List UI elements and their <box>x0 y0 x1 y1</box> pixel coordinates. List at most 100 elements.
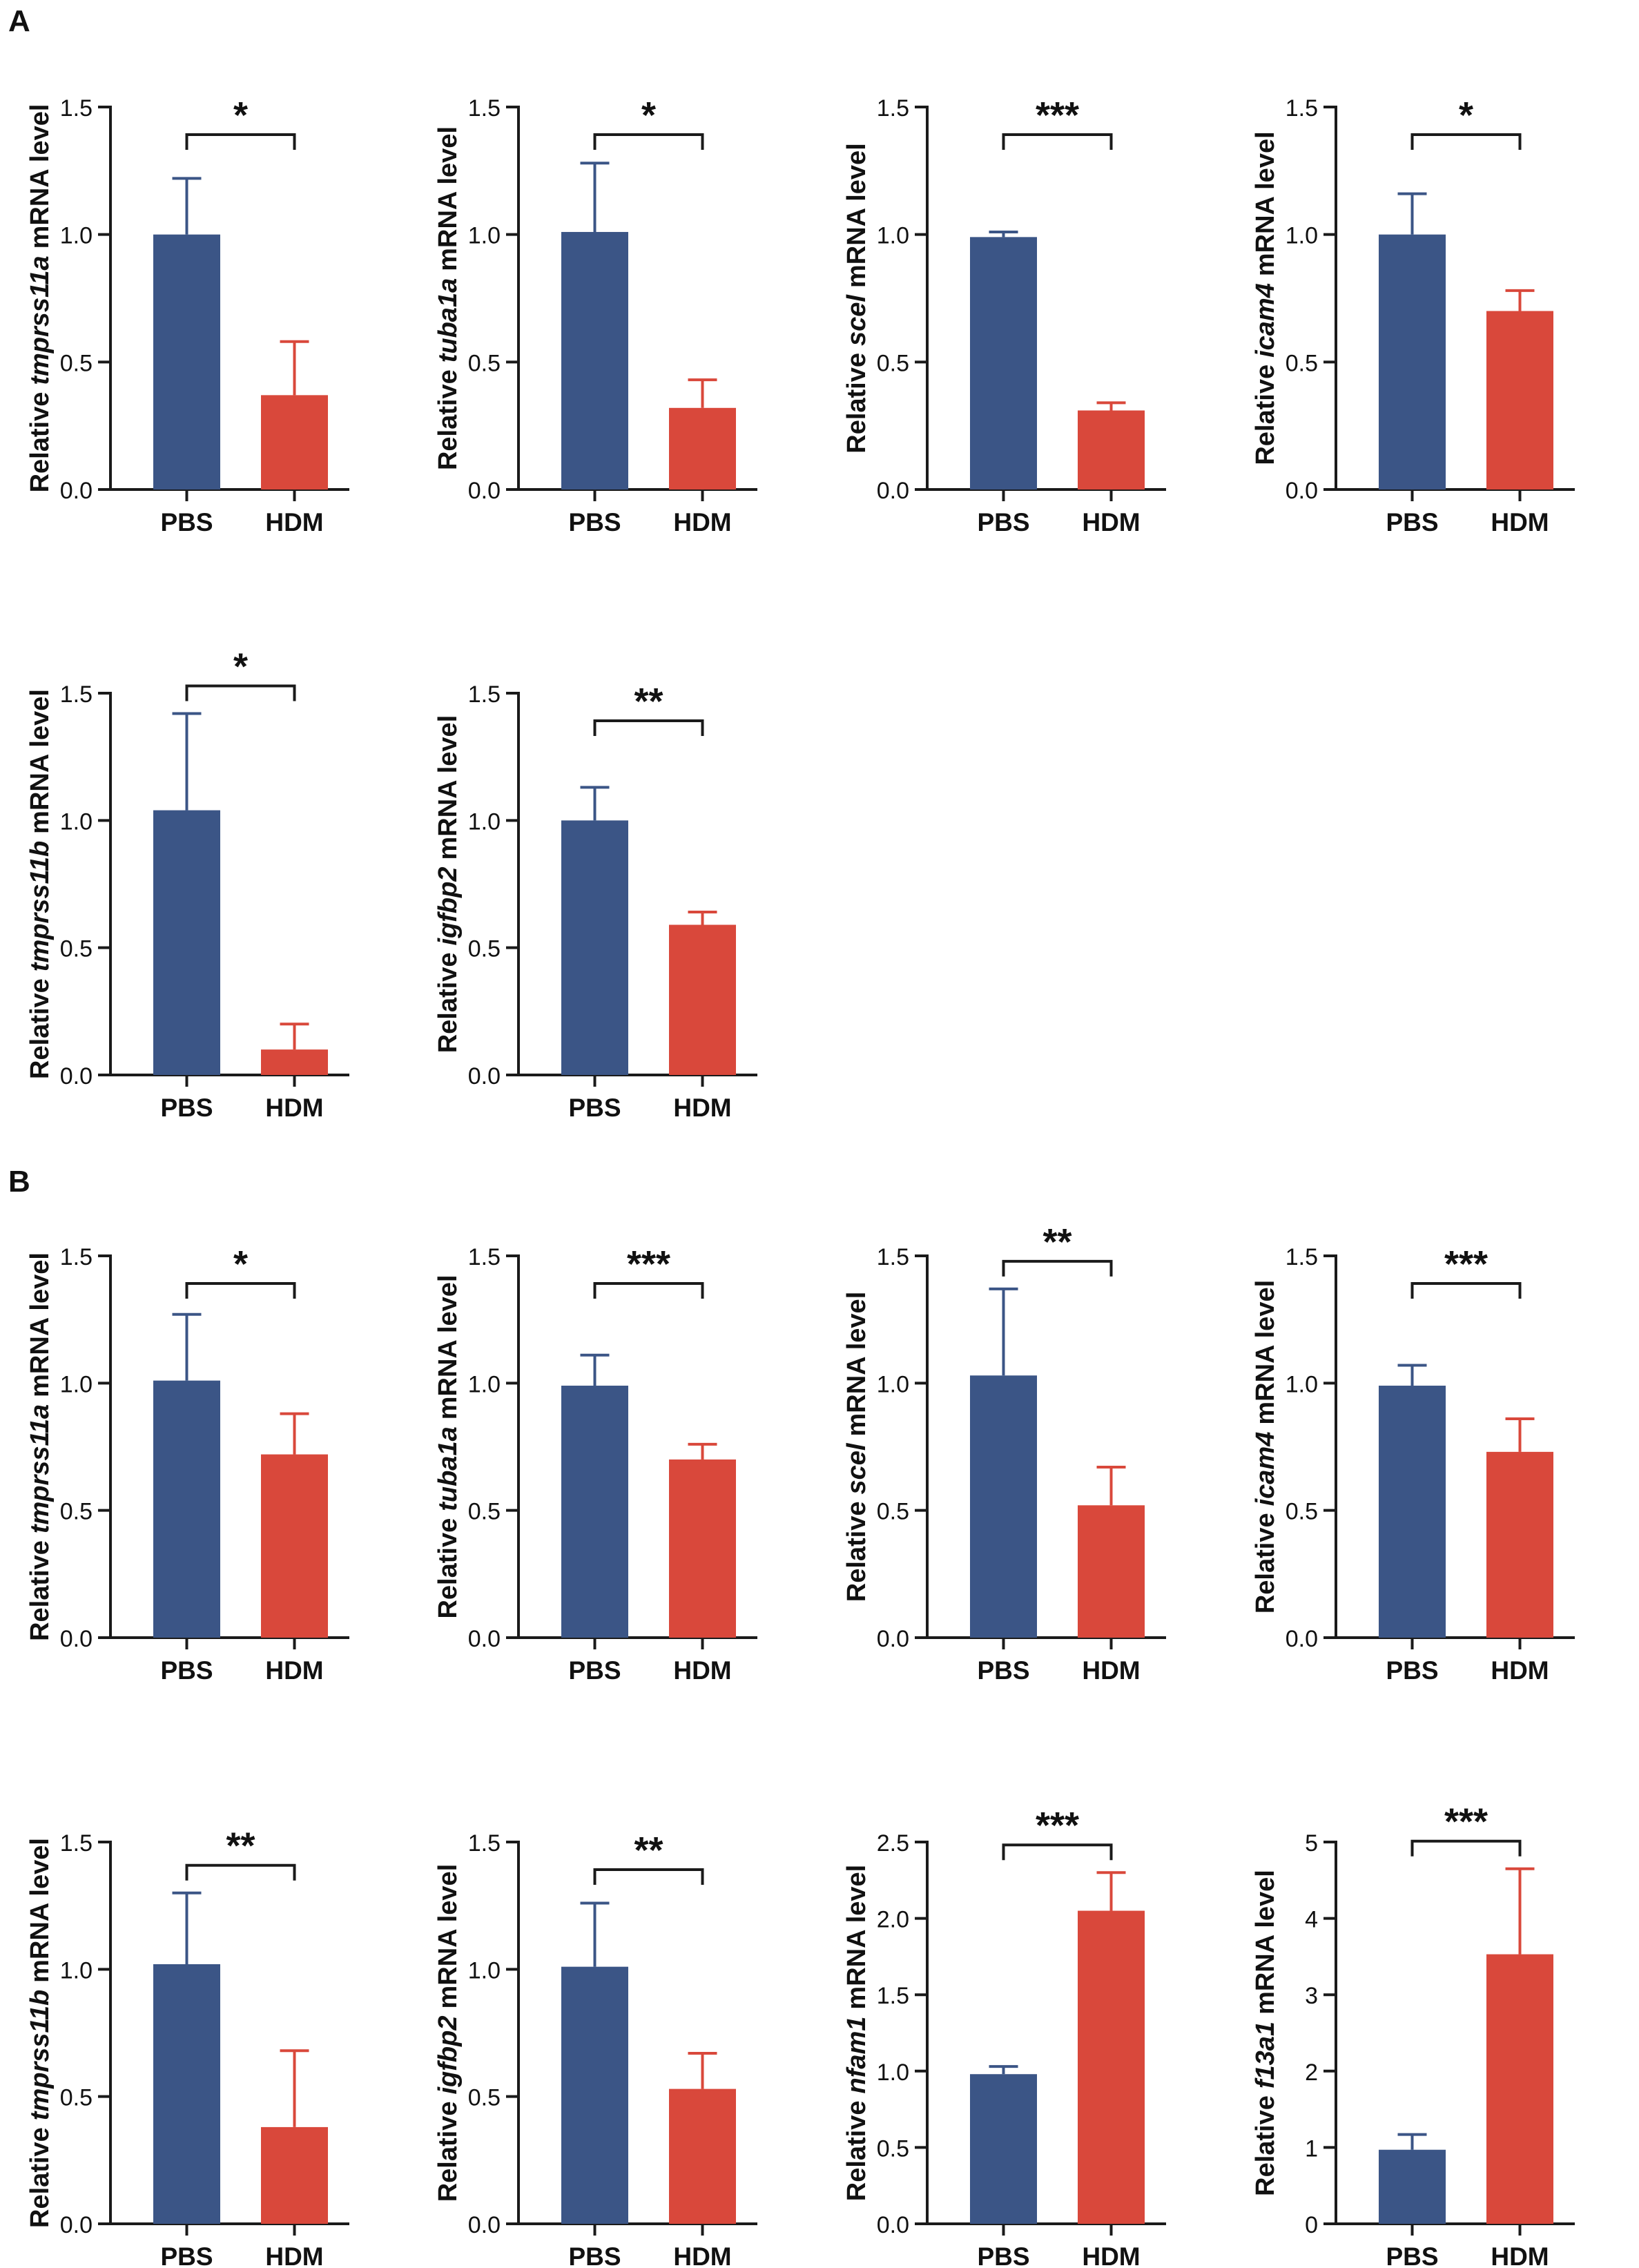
y-axis-label: Relative tmprss11b mRNA level <box>26 689 55 1079</box>
y-tick-label: 0.0 <box>60 1063 93 1089</box>
y-tick-label: 0.5 <box>60 350 93 376</box>
y-tick-label: 0.0 <box>468 478 501 504</box>
y-label-gene: scel <box>842 294 871 346</box>
y-label-gene: nfam1 <box>842 2017 871 2094</box>
significance-bracket <box>1410 1839 1522 1857</box>
y-tick-label: 0.0 <box>877 478 909 504</box>
chart-scel: 0.0 0.5 1.0 1.5 PBS HDM ** Relative scel mRNA lev… <box>842 1221 1166 1685</box>
y-tick-label: 1.5 <box>468 681 501 708</box>
bar-pbs <box>561 1966 628 2224</box>
y-label-prefix: Relative <box>1251 2095 1280 2196</box>
panel-label: B <box>8 1165 30 1199</box>
x-tick-label: HDM <box>673 508 731 536</box>
significance-bracket <box>1410 133 1522 150</box>
y-tick-label: 1.0 <box>60 223 93 249</box>
significance-bracket <box>593 133 704 150</box>
y-tick-label: 1.5 <box>60 681 93 708</box>
x-tick-label: PBS <box>568 508 621 536</box>
x-tick-label: HDM <box>673 2242 731 2268</box>
significance-bracket <box>185 133 296 150</box>
bar-pbs <box>153 234 220 490</box>
y-tick-label: 1.0 <box>877 2059 909 2086</box>
significance-bracket <box>185 684 296 701</box>
y-label-suffix: mRNA level <box>1251 131 1280 276</box>
chart-icam4: 0.0 0.5 1.0 1.5 PBS HDM * Relative icam4 mRNA lev… <box>1251 95 1575 536</box>
x-tick-label: PBS <box>160 508 213 536</box>
y-tick-label: 0.5 <box>468 936 501 962</box>
y-label-gene: tmprss11a <box>26 255 55 385</box>
y-label-gene: tuba1a <box>434 278 463 362</box>
y-label-prefix: Relative <box>26 978 55 1079</box>
y-tick-label: 0.5 <box>877 350 909 376</box>
y-tick-label: 1.5 <box>60 95 93 122</box>
y-label-suffix: mRNA level <box>434 1864 463 2009</box>
y-label-suffix: mRNA level <box>26 1838 55 1983</box>
y-tick-label: 1.0 <box>877 1371 909 1397</box>
y-tick-label: 0 <box>1305 2212 1318 2238</box>
y-tick-label: 1.5 <box>60 1244 93 1270</box>
y-label-prefix: Relative <box>26 2127 55 2228</box>
y-tick-label: 2 <box>1305 2059 1318 2086</box>
y-tick-label: 1.0 <box>468 1371 501 1397</box>
y-tick-label: 1.5 <box>1286 95 1318 122</box>
y-tick-label: 0.0 <box>1286 478 1318 504</box>
y-axis-label: Relative scel mRNA level <box>842 1292 871 1602</box>
bar-pbs <box>970 237 1037 490</box>
significance-bracket <box>185 1282 296 1299</box>
y-tick-label: 2.0 <box>877 1907 909 1933</box>
significance-stars: * <box>233 95 248 136</box>
x-tick-label: PBS <box>977 1656 1029 1685</box>
bar-hdm <box>669 924 736 1075</box>
y-tick-label: 1.5 <box>877 1244 909 1270</box>
y-label-gene: scel <box>842 1442 871 1494</box>
y-tick-label: 1.0 <box>877 223 909 249</box>
x-tick-label: PBS <box>160 1656 213 1685</box>
y-tick-label: 1.5 <box>468 1830 501 1857</box>
x-tick-label: HDM <box>265 2242 323 2268</box>
chart-tuba1a: 0.0 0.5 1.0 1.5 PBS HDM *** Relative tuba1a mRNA … <box>434 1243 757 1685</box>
bar-pbs <box>561 820 628 1075</box>
significance-stars: *** <box>627 1243 670 1285</box>
y-axis-label: Relative tmprss11a mRNA level <box>26 1252 55 1641</box>
bar-hdm <box>669 407 736 490</box>
x-tick-label: HDM <box>1491 508 1549 536</box>
significance-stars: * <box>1459 95 1473 136</box>
chart-tuba1a: 0.0 0.5 1.0 1.5 PBS HDM * Relative tuba1a mRNA le… <box>434 95 757 536</box>
y-tick-label: 1.5 <box>877 95 909 122</box>
bar-pbs <box>970 1375 1037 1638</box>
y-label-suffix: mRNA level <box>26 104 55 249</box>
chart-tmprss11b: 0.0 0.5 1.0 1.5 PBS HDM ** Relative tmprss11b mRN… <box>26 1825 349 2268</box>
bar-pbs <box>1379 2149 1446 2224</box>
chart-f13a1: 0 1 2 3 4 5 PBS HDM *** Relative f13a1 mRNA level <box>1251 1801 1575 2268</box>
y-label-gene: tmprss11b <box>26 841 55 971</box>
significance-stars: *** <box>1036 1805 1079 1846</box>
y-tick-label: 1.0 <box>1286 1371 1318 1397</box>
y-label-suffix: mRNA level <box>842 1292 871 1437</box>
significance-bracket <box>1002 133 1113 150</box>
y-label-suffix: mRNA level <box>26 689 55 834</box>
bar-hdm <box>261 1454 328 1638</box>
y-label-gene: igfbp2 <box>434 867 463 946</box>
y-label-gene: icam4 <box>1251 283 1280 358</box>
y-label-prefix: Relative <box>1251 365 1280 465</box>
y-tick-label: 1.5 <box>877 1983 909 2009</box>
y-label-gene: igfbp2 <box>434 2016 463 2095</box>
x-tick-label: HDM <box>1491 2242 1549 2268</box>
x-tick-label: HDM <box>1491 1656 1549 1685</box>
chart-tmprss11b: 0.0 0.5 1.0 1.5 PBS HDM * Relative tmprss11b mRNA… <box>26 646 349 1122</box>
panel-label: A <box>8 4 30 38</box>
y-label-suffix: mRNA level <box>26 1252 55 1397</box>
bar-hdm <box>1486 311 1553 490</box>
significance-stars: ** <box>226 1825 255 1867</box>
y-tick-label: 1.0 <box>468 1957 501 1984</box>
x-tick-label: HDM <box>265 508 323 536</box>
x-tick-label: PBS <box>160 2242 213 2268</box>
significance-stars: *** <box>1444 1243 1488 1285</box>
y-label-suffix: mRNA level <box>842 143 871 288</box>
y-tick-label: 1.0 <box>60 808 93 835</box>
y-axis-label: Relative tuba1a mRNA level <box>434 1274 463 1618</box>
x-tick-label: PBS <box>1386 2242 1438 2268</box>
y-label-prefix: Relative <box>26 1540 55 1641</box>
y-label-suffix: mRNA level <box>434 715 463 860</box>
chart-icam4: 0.0 0.5 1.0 1.5 PBS HDM *** Relative icam4 mRNA l… <box>1251 1243 1575 1685</box>
